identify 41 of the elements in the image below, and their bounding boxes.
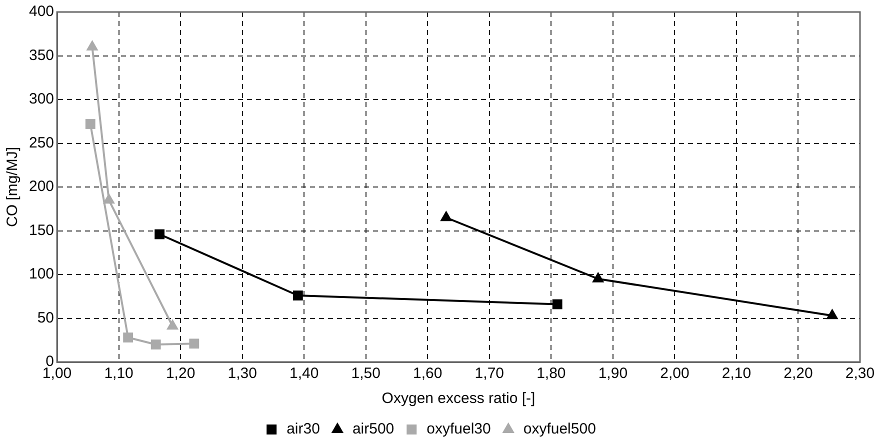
x-tick-label: 2,20 — [784, 365, 813, 382]
point — [86, 40, 98, 50]
y-tick-label: 50 — [37, 309, 54, 326]
x-tick-label: 2,00 — [660, 365, 690, 382]
x-tick-label: 1,80 — [536, 365, 566, 382]
x-tick-label: 1,10 — [104, 365, 134, 382]
y-axis-title: CO [mg/MJ] — [4, 146, 22, 228]
x-tick-label: 2,10 — [722, 365, 752, 382]
point — [154, 229, 165, 240]
y-tick-label: 250 — [28, 134, 54, 152]
legend-label: air30 — [286, 420, 320, 438]
x-tick-label: 1,50 — [351, 365, 380, 382]
x-tick-label: 1,70 — [474, 365, 504, 382]
point — [552, 299, 562, 310]
point — [123, 332, 134, 342]
x-tick-label: 1,30 — [228, 365, 257, 382]
point — [292, 290, 303, 300]
point — [189, 338, 200, 349]
legend-label: oxyfuel500 — [523, 420, 596, 438]
point — [102, 193, 115, 204]
point — [150, 340, 161, 350]
x-tick-label: 1,00 — [42, 365, 72, 382]
y-tick-label: 150 — [28, 222, 54, 239]
x-tick-label: 1,60 — [413, 365, 442, 382]
x-tick-label: 1,20 — [166, 365, 196, 382]
point — [440, 210, 452, 222]
y-tick-label: 400 — [28, 3, 54, 20]
y-tick-label: 300 — [28, 90, 54, 108]
point — [592, 272, 604, 282]
point — [166, 319, 179, 330]
point — [85, 119, 96, 129]
x-tick-label: 2,30 — [845, 365, 875, 382]
y-tick-label: 100 — [28, 266, 54, 283]
legend-label: oxyfuel30 — [426, 420, 491, 438]
y-tick-label: 350 — [28, 46, 54, 64]
legend-label: air500 — [352, 420, 394, 438]
point — [826, 308, 838, 320]
x-tick-label: 1,40 — [289, 365, 319, 382]
x-axis-title: Oxygen excess ratio [-] — [382, 390, 536, 408]
x-tick-label: 1,90 — [598, 365, 628, 382]
y-tick-label: 200 — [28, 178, 54, 196]
